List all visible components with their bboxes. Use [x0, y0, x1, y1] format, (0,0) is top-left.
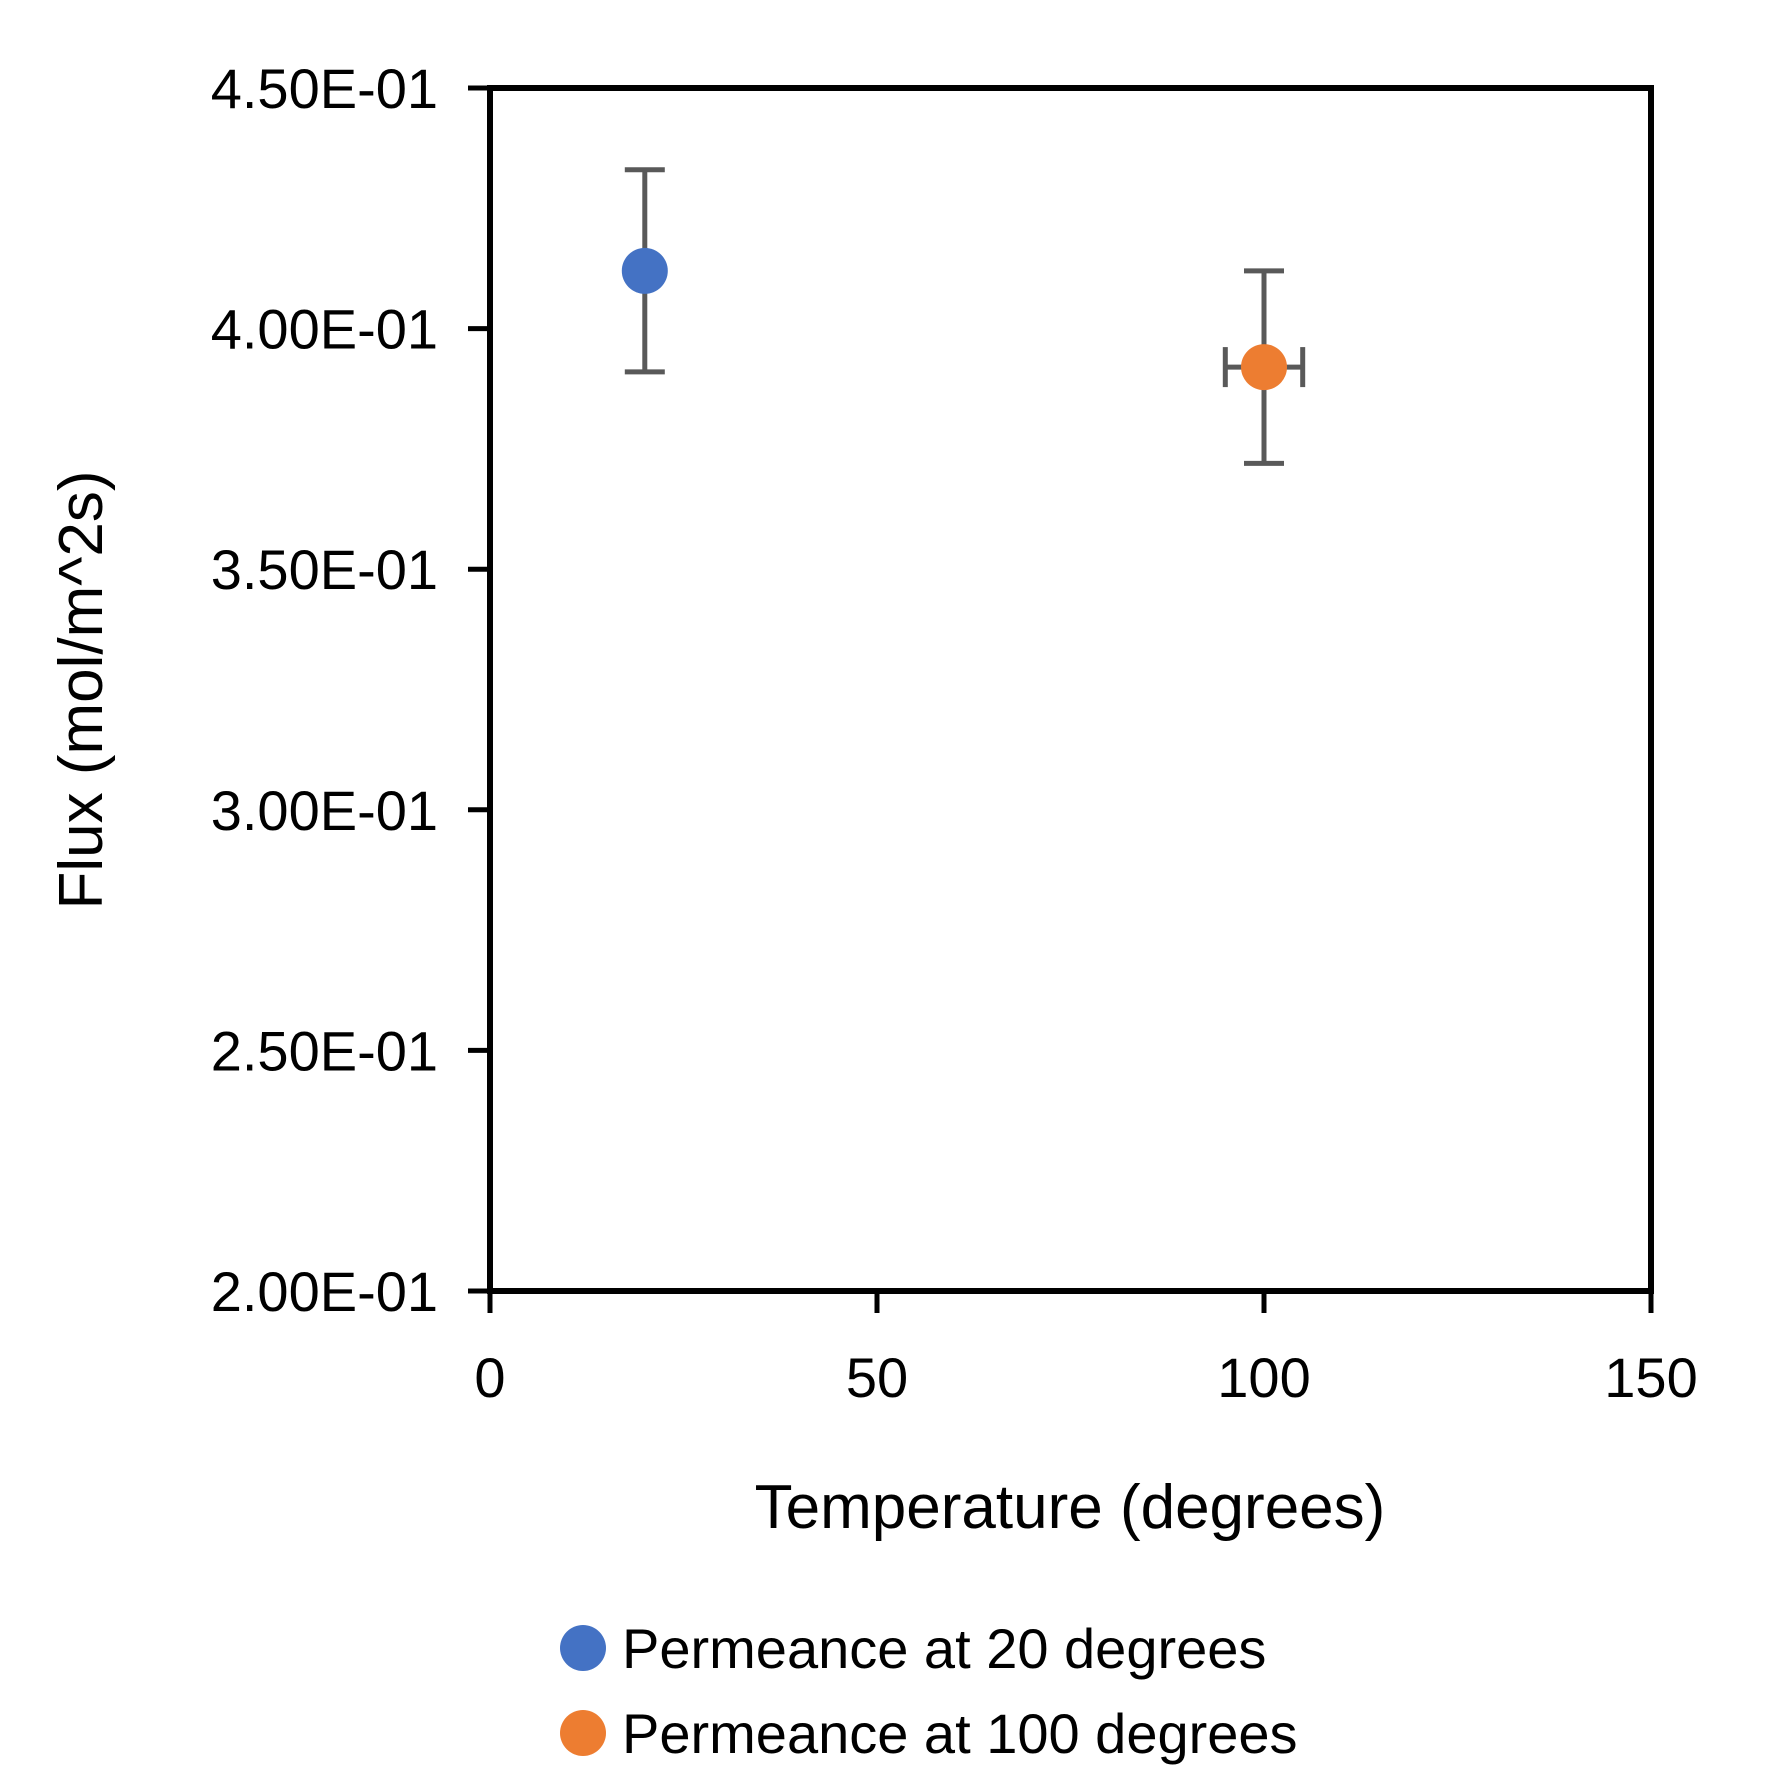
- data-point-series-1[interactable]: [1241, 344, 1287, 391]
- y-tick-label: 2.00E-01: [211, 1260, 438, 1323]
- x-tick-label: 0: [474, 1346, 505, 1409]
- plot-area-frame: [487, 85, 1654, 1294]
- legend-item-20-degrees[interactable]: Permeance at 20 degrees: [560, 1617, 1266, 1680]
- legend-item-100-degrees[interactable]: Permeance at 100 degrees: [560, 1702, 1298, 1765]
- x-tick-label: 100: [1217, 1346, 1310, 1409]
- legend: Permeance at 20 degrees Permeance at 100…: [560, 1617, 1298, 1765]
- y-tick-label: 3.00E-01: [211, 779, 438, 842]
- x-axis-title: Temperature (degrees): [755, 1473, 1386, 1542]
- y-axis-ticks: 2.00E-01 2.50E-01 3.00E-01 3.50E-01 4.00E-01…: [211, 57, 490, 1323]
- y-tick-label: 4.50E-01: [211, 57, 438, 120]
- legend-label-100-degrees: Permeance at 100 degrees: [622, 1702, 1298, 1765]
- x-tick-label: 50: [846, 1346, 908, 1409]
- y-tick-label: 4.00E-01: [211, 298, 438, 361]
- data-point-series-0[interactable]: [621, 247, 668, 294]
- data-points: [621, 247, 1287, 391]
- y-tick-label: 3.50E-01: [211, 538, 438, 601]
- y-tick-label: 2.50E-01: [211, 1019, 438, 1082]
- legend-marker-blue: [560, 1625, 606, 1671]
- legend-label-20-degrees: Permeance at 20 degrees: [622, 1617, 1266, 1680]
- error-bars: [624, 167, 1306, 466]
- x-tick-label: 150: [1604, 1346, 1697, 1409]
- y-axis-title: Flux (mol/m^2s): [47, 471, 116, 910]
- x-axis-ticks: 0 50 100 150: [474, 1291, 1698, 1409]
- legend-marker-orange: [560, 1710, 606, 1756]
